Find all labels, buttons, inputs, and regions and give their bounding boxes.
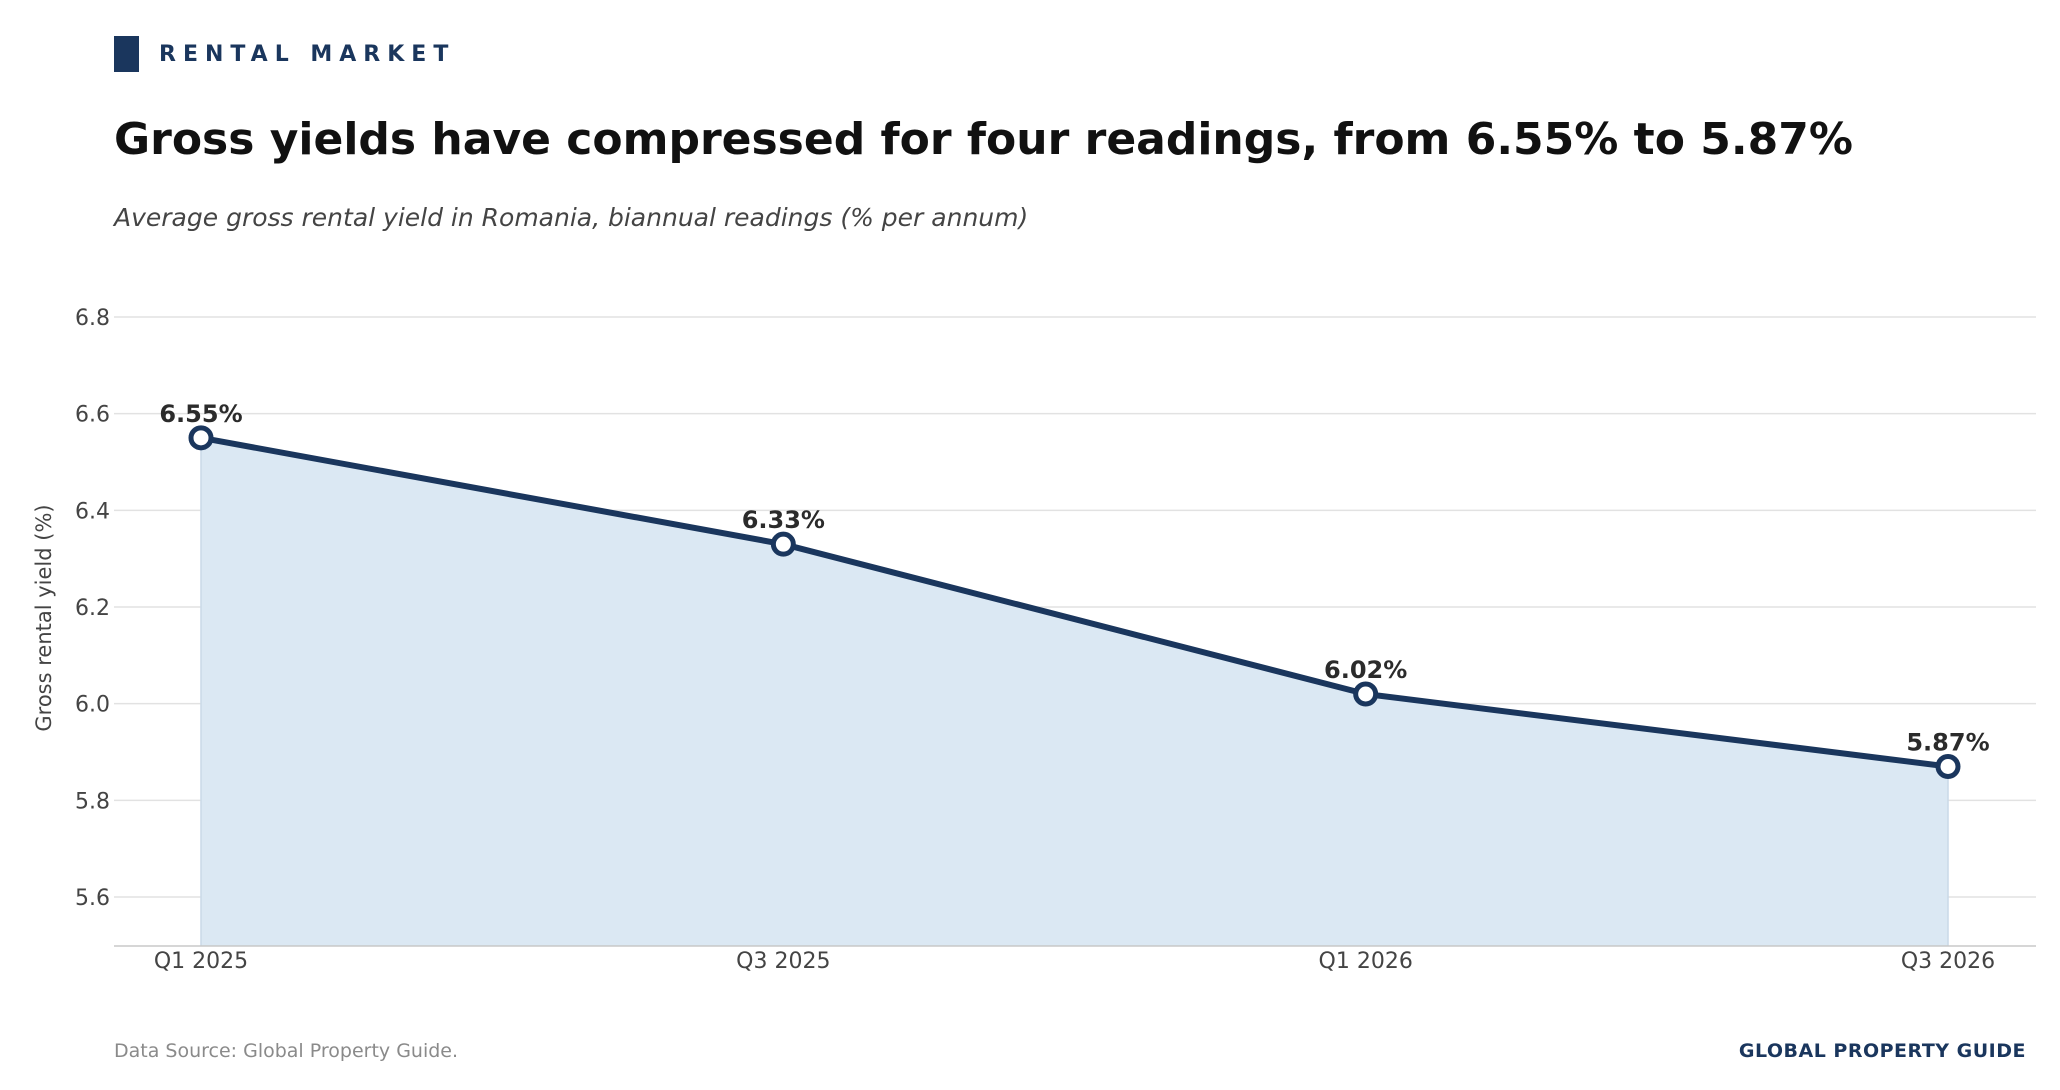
series-line-layer <box>198 434 1951 770</box>
area-fill <box>201 437 1948 946</box>
data-label: 6.55% <box>159 400 242 428</box>
data-labels: 6.55% 6.33% 6.02% 5.87% <box>159 400 1989 757</box>
chart-subtitle: Average gross rental yield in Romania, b… <box>114 203 1029 232</box>
data-point <box>188 425 214 451</box>
area-layer <box>200 437 1949 946</box>
x-tick-label: Q1 2025 <box>154 949 248 974</box>
data-points <box>188 425 1961 779</box>
y-tick-label: 6.0 <box>75 693 110 718</box>
data-label: 6.33% <box>742 506 825 534</box>
data-point <box>770 531 796 557</box>
data-label: 6.02% <box>1324 656 1407 684</box>
chart-title: Gross yields have compressed for four re… <box>114 114 1853 165</box>
y-tick-label: 6.8 <box>75 306 110 331</box>
y-tick-label: 5.8 <box>75 789 110 814</box>
kicker-label: RENTAL MARKET <box>159 41 456 67</box>
y-tick-label: 5.6 <box>75 886 110 911</box>
series-line <box>198 434 1951 770</box>
kicker-marker <box>114 36 139 72</box>
y-tick-label: 6.2 <box>75 596 110 621</box>
data-point <box>1353 681 1379 707</box>
data-source: Data Source: Global Property Guide. <box>114 1040 459 1062</box>
x-tick-label: Q1 2026 <box>1319 949 1413 974</box>
y-axis-title: Gross rental yield (%) <box>32 504 56 731</box>
data-label: 5.87% <box>1906 729 1989 757</box>
data-point <box>1935 754 1961 779</box>
brand-logo-text: GLOBAL PROPERTY GUIDE <box>1738 1040 2026 1062</box>
section-kicker: RENTAL MARKET <box>114 36 455 72</box>
axes: 5.6 5.8 6.0 6.2 6.4 6.6 6.8 Q1 2025 Q3 2025 Q1 20… <box>75 306 2036 974</box>
y-tick-label: 6.6 <box>75 403 110 428</box>
x-tick-label: Q3 2026 <box>1901 949 1995 974</box>
x-tick-label: Q3 2025 <box>736 949 830 974</box>
y-tick-label: 6.4 <box>75 499 110 524</box>
